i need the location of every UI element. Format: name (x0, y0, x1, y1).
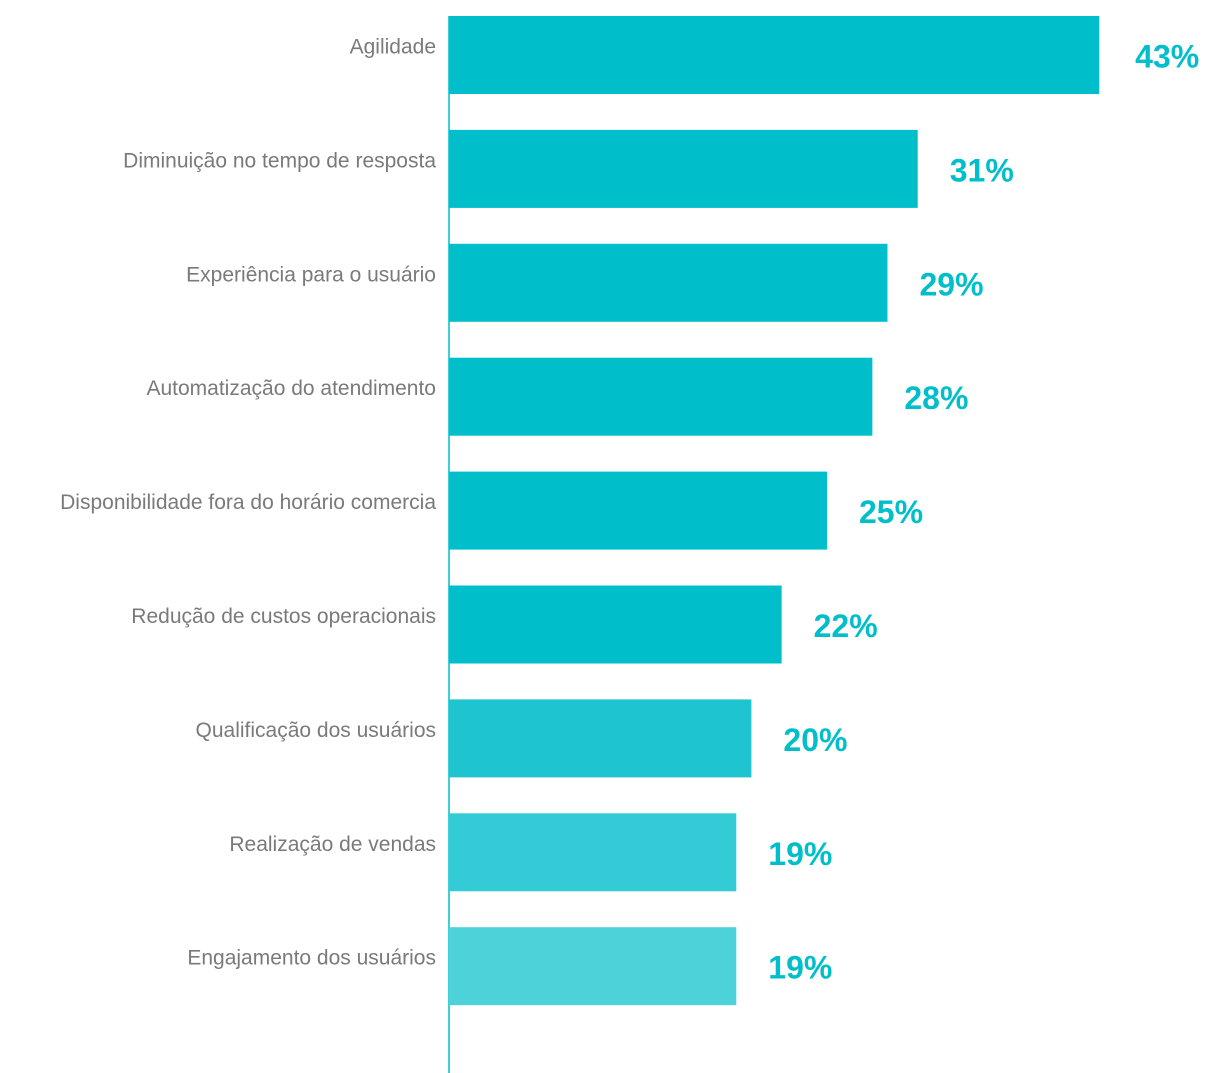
bar-7 (449, 699, 752, 778)
bar-3 (449, 243, 888, 322)
category-labels: Agilidade Diminuição no tempo de resposta… (60, 36, 436, 970)
category-label: Disponibilidade fora do horário comercia (60, 491, 436, 514)
category-label: Agilidade (350, 36, 436, 59)
bar-4 (449, 357, 873, 436)
value-labels: 43% 31% 29% 28% 25% 22% 20% 19% 19% (768, 38, 1199, 985)
category-label: Automatização do atendimento (146, 377, 436, 400)
bar-6 (449, 585, 782, 664)
category-label: Qualificação dos usuários (196, 719, 436, 742)
category-label: Experiência para o usuário (186, 263, 436, 286)
bar-9 (449, 927, 737, 1006)
bars-group (449, 16, 1100, 1006)
value-label: 28% (904, 380, 968, 416)
category-label: Redução de custos operacionais (131, 605, 436, 628)
value-label: 19% (768, 836, 832, 872)
value-label: 19% (768, 950, 832, 986)
category-label: Engajamento dos usuários (187, 947, 436, 970)
bar-2 (449, 129, 918, 208)
value-label: 20% (783, 722, 847, 758)
category-label: Realização de vendas (229, 833, 436, 856)
bar-5 (449, 471, 827, 550)
bar-8 (449, 813, 737, 892)
value-label: 29% (919, 266, 983, 302)
value-label: 22% (814, 608, 878, 644)
value-label: 43% (1135, 38, 1199, 74)
value-label: 25% (859, 494, 923, 530)
value-label: 31% (950, 152, 1014, 188)
bar-1 (449, 16, 1100, 94)
category-label: Diminuição no tempo de resposta (123, 149, 436, 172)
